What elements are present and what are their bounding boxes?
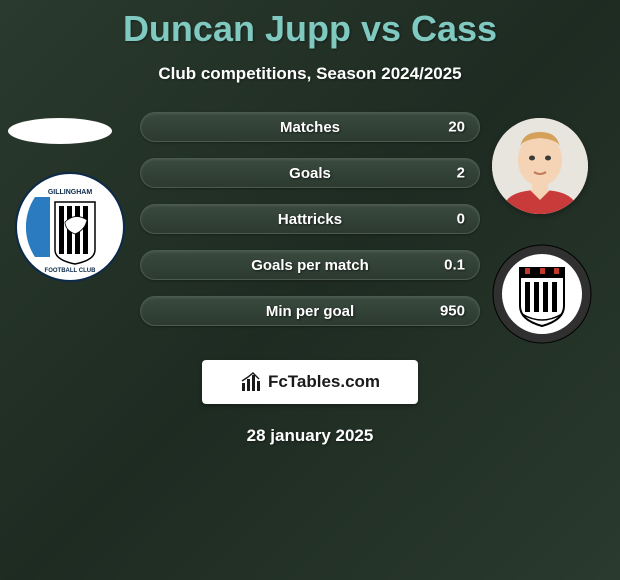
stat-row-goals-per-match: Goals per match 0.1 [140,250,480,280]
stat-row-hattricks: Hattricks 0 [140,204,480,234]
bar-chart-icon [240,371,262,393]
player-left-avatar-placeholder [8,118,112,144]
snapshot-date: 28 january 2025 [0,426,620,446]
stat-right-value: 2 [457,165,465,182]
stat-label: Hattricks [278,211,342,228]
stat-row-goals: Goals 2 [140,158,480,188]
right-club-crest [492,244,592,344]
stat-right-value: 20 [448,119,465,136]
fctables-badge[interactable]: FcTables.com [202,360,418,404]
stat-right-value: 0.1 [444,257,465,274]
stat-label: Goals [289,165,331,182]
stat-bars: Matches 20 Goals 2 Hattricks 0 Goals per… [140,112,480,342]
stat-label: Min per goal [266,303,354,320]
stat-right-value: 0 [457,211,465,228]
player-right-avatar [492,118,588,214]
stat-right-value: 950 [440,303,465,320]
comparison-subtitle: Club competitions, Season 2024/2025 [0,64,620,84]
svg-text:GILLINGHAM: GILLINGHAM [48,189,92,196]
stat-row-min-per-goal: Min per goal 950 [140,296,480,326]
fctables-label: FcTables.com [268,372,380,392]
stats-area: GILLINGHAM FOOTBALL CLUB [0,112,620,352]
comparison-title: Duncan Jupp vs Cass [0,0,620,50]
stat-label: Matches [280,119,340,136]
svg-text:FOOTBALL CLUB: FOOTBALL CLUB [45,268,97,274]
stat-row-matches: Matches 20 [140,112,480,142]
left-club-crest: GILLINGHAM FOOTBALL CLUB [15,172,125,282]
stat-label: Goals per match [251,257,369,274]
